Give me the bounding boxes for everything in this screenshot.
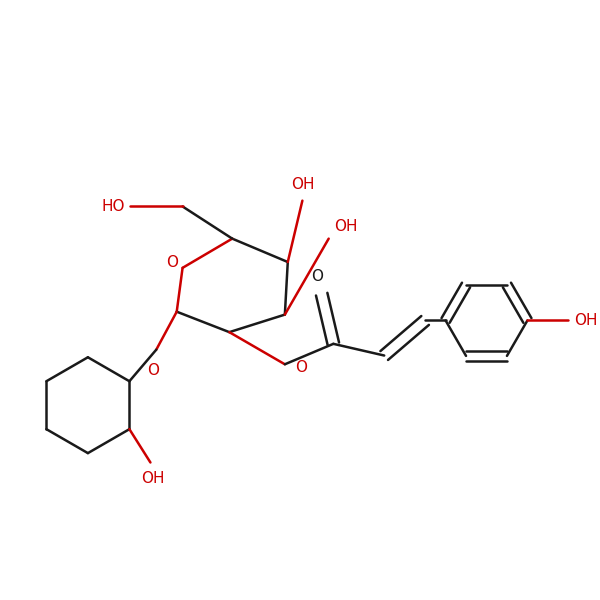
Text: O: O xyxy=(311,269,323,284)
Text: O: O xyxy=(295,360,307,375)
Text: OH: OH xyxy=(335,219,358,234)
Text: OH: OH xyxy=(142,471,165,486)
Text: OH: OH xyxy=(290,177,314,192)
Text: O: O xyxy=(148,362,160,377)
Text: OH: OH xyxy=(574,313,598,328)
Text: O: O xyxy=(166,254,178,269)
Text: HO: HO xyxy=(102,199,125,214)
